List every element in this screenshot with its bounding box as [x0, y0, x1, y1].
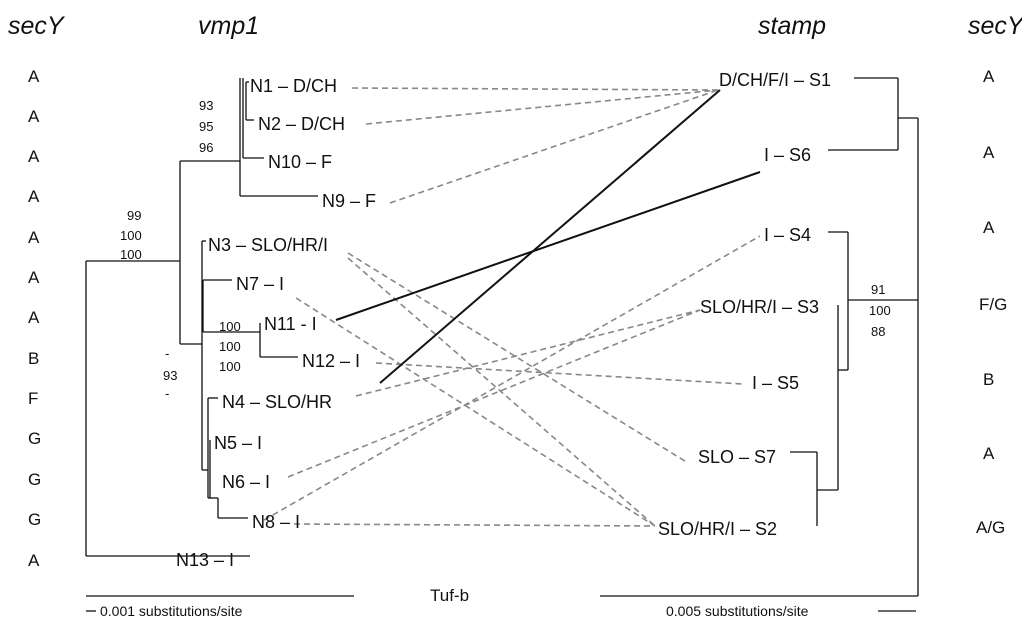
link-n3-s2 — [347, 257, 656, 527]
bootstrap-value: 100 — [869, 303, 891, 318]
bootstrap-value: - — [165, 386, 169, 401]
secy-left-allele: A — [28, 67, 40, 86]
link-n12-s5 — [375, 362, 744, 385]
vmp1-tip-n6: N6 – I — [222, 472, 270, 492]
link-n11-s6 — [335, 171, 761, 321]
vmp1-tip-n10: N10 – F — [268, 152, 332, 172]
secy-right-allele: A — [983, 67, 995, 86]
bootstrap-value: 100 — [219, 319, 241, 334]
secy-left-allele: A — [28, 308, 40, 327]
stamp-tip-s5: I – S5 — [752, 373, 799, 393]
link-n12-s1 — [379, 89, 721, 384]
vmp1-tip-n8: N8 – I — [252, 512, 300, 532]
header-stamp: stamp — [758, 12, 826, 40]
link-n4-s3 — [355, 309, 701, 397]
bootstrap-value: 100 — [120, 247, 142, 262]
secy-right-allele: B — [983, 370, 994, 389]
vmp1-tip-n9: N9 – F — [322, 191, 376, 211]
vmp1-tip-n5: N5 – I — [214, 433, 262, 453]
bootstrap-value: 88 — [871, 324, 885, 339]
stamp-bootstrap: 91 100 88 — [869, 282, 891, 339]
vmp1-tip-labels: N1 – D/CH N2 – D/CH N10 – F N9 – F N3 – … — [176, 76, 376, 570]
stamp-tip-s1: D/CH/F/I – S1 — [719, 70, 831, 90]
secy-right-column: A A A F/G B A A/G — [976, 67, 1007, 537]
stamp-tip-labels: D/CH/F/I – S1 I – S6 I – S4 SLO/HR/I – S… — [658, 70, 831, 539]
vmp1-tip-n2: N2 – D/CH — [258, 114, 345, 134]
vmp1-tip-n3: N3 – SLO/HR/I — [208, 235, 328, 255]
bootstrap-value: 91 — [871, 282, 885, 297]
link-n13-s4 — [263, 235, 761, 521]
secy-right-allele: F/G — [979, 295, 1007, 314]
secy-right-allele: A — [983, 444, 995, 463]
header-vmp1: vmp1 — [198, 12, 259, 40]
secy-left-column: A A A A A A A B F G G G A — [28, 67, 41, 570]
tuf-label: Tuf-b — [430, 586, 469, 605]
secy-left-allele: A — [28, 268, 40, 287]
link-n9-s1 — [389, 89, 719, 204]
scale-label-right: 0.005 substitutions/site — [666, 603, 809, 619]
bootstrap-value: 100 — [120, 228, 142, 243]
link-n8-s2 — [293, 523, 656, 527]
secy-left-allele: F — [28, 389, 38, 408]
secy-left-allele: A — [28, 147, 40, 166]
secy-right-allele: A — [983, 218, 995, 237]
link-n2-s1 — [365, 89, 719, 125]
stamp-tip-s3: SLO/HR/I – S3 — [700, 297, 819, 317]
header-secy-right: secY — [968, 12, 1022, 40]
vmp1-tree — [85, 78, 318, 557]
stamp-tree — [790, 77, 919, 596]
scale-label-left: 0.001 substitutions/site — [100, 603, 243, 619]
vmp1-tip-n1: N1 – D/CH — [250, 76, 337, 96]
bootstrap-value: 93 — [199, 98, 213, 113]
vmp1-tip-n12: N12 – I — [302, 351, 360, 371]
stamp-tip-s7: SLO – S7 — [698, 447, 776, 467]
link-n3-s7 — [347, 252, 689, 464]
secy-right-allele: A/G — [976, 518, 1005, 537]
secy-left-allele: A — [28, 228, 40, 247]
bootstrap-value: 100 — [219, 339, 241, 354]
secy-left-allele: A — [28, 551, 40, 570]
bootstrap-value: - — [165, 346, 169, 361]
bootstrap-value: 95 — [199, 119, 213, 134]
vmp1-tip-n13: N13 – I — [176, 550, 234, 570]
secy-left-allele: G — [28, 429, 41, 448]
secy-left-allele: B — [28, 349, 39, 368]
link-n6-s3 — [287, 309, 701, 478]
header-secy-left: secY — [8, 12, 66, 40]
link-n7-s2 — [295, 297, 656, 527]
stamp-tip-s2: SLO/HR/I – S2 — [658, 519, 777, 539]
stamp-tip-s4: I – S4 — [764, 225, 811, 245]
secy-right-allele: A — [983, 143, 995, 162]
association-links — [263, 87, 761, 527]
secy-left-allele: G — [28, 470, 41, 489]
bootstrap-value: 96 — [199, 140, 213, 155]
secy-left-allele: A — [28, 107, 40, 126]
vmp1-bootstrap: 93 95 96 99 100 100 100 100 100 - 93 - — [120, 98, 241, 401]
scale-area: 0.001 substitutions/site 0.005 substitut… — [86, 586, 918, 619]
vmp1-tip-n7: N7 – I — [236, 274, 284, 294]
bootstrap-value: 93 — [163, 368, 177, 383]
secy-left-allele: A — [28, 187, 40, 206]
bootstrap-value: 100 — [219, 359, 241, 374]
bootstrap-value: 99 — [127, 208, 141, 223]
link-n1-s1 — [351, 87, 719, 91]
secy-left-allele: G — [28, 510, 41, 529]
vmp1-tip-n11: N11 - I — [264, 314, 317, 334]
vmp1-tip-n4: N4 – SLO/HR — [222, 392, 332, 412]
stamp-tip-s6: I – S6 — [764, 145, 811, 165]
